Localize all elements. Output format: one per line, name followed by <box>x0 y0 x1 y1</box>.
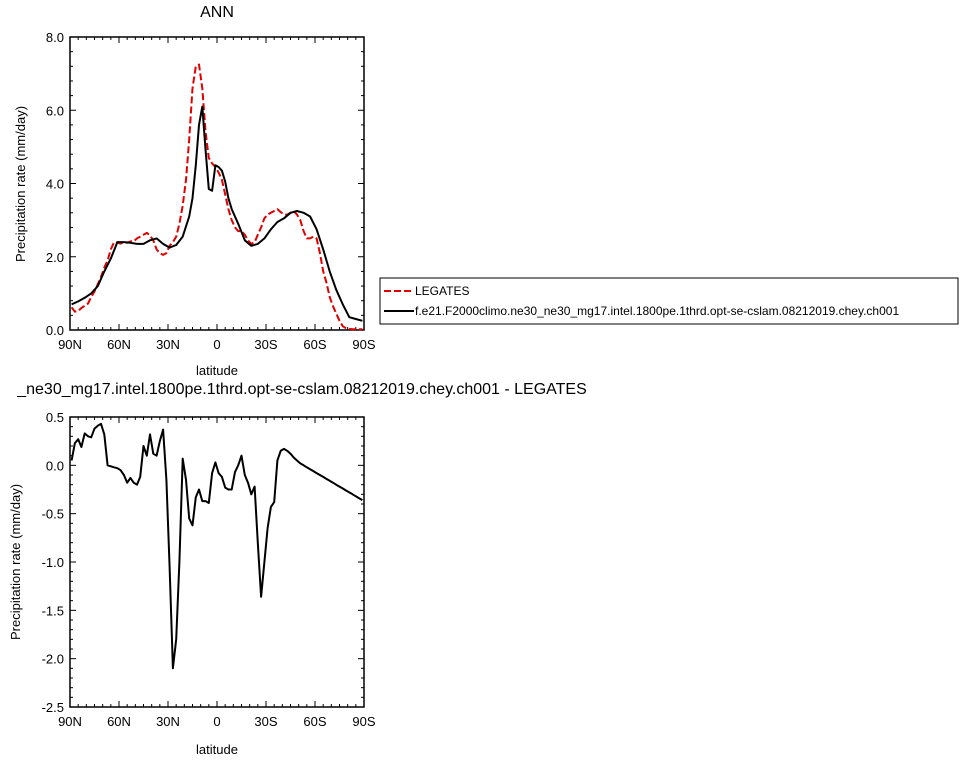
y-tick-label: 4.0 <box>46 177 64 192</box>
x-axis-label: latitude <box>196 742 238 757</box>
x-tick-label: 0 <box>213 714 220 729</box>
x-tick-label: 90N <box>58 337 82 352</box>
legend-box <box>379 277 959 325</box>
y-axis-ticks: -2.5 -2.0 -1.5 -1.0 -0.5 0.0 0.5 <box>42 410 364 715</box>
x-axis-ticks: 90N 60N 30N 0 30S 60S 90S <box>58 37 376 352</box>
y-tick-label: -0.5 <box>42 507 64 522</box>
x-tick-label: 90N <box>58 714 82 729</box>
chart-title: _ne30_mg17.intel.1800pe.1thrd.opt-se-csl… <box>16 381 587 398</box>
chart-title: ANN <box>200 4 234 21</box>
series-line-1 <box>71 105 363 322</box>
x-tick-label: 0 <box>213 337 220 352</box>
plot-frame <box>69 416 365 708</box>
y-tick-label: -2.0 <box>42 652 64 667</box>
y-tick-label: 0.5 <box>46 410 64 425</box>
x-tick-label: 30S <box>254 337 277 352</box>
y-axis-ticks: 0.0 2.0 4.0 6.0 8.0 <box>46 30 364 338</box>
y-axis-label: Precipitation rate (mm/day) <box>13 106 28 262</box>
y-tick-label: -1.5 <box>42 603 64 618</box>
x-tick-label: 90S <box>352 337 375 352</box>
x-tick-label: 60N <box>107 714 131 729</box>
x-tick-label: 60S <box>303 714 326 729</box>
y-tick-label: 2.0 <box>46 250 64 265</box>
x-axis-ticks: 90N 60N 30N 0 30S 60S 90S <box>58 417 376 729</box>
x-tick-label: 60N <box>107 337 131 352</box>
y-axis-label: Precipitation rate (mm/day) <box>8 484 23 640</box>
x-tick-label: 90S <box>352 714 375 729</box>
series-lines <box>70 63 363 331</box>
x-tick-label: 30N <box>156 714 180 729</box>
y-tick-label: 8.0 <box>46 30 64 45</box>
series-line-0 <box>70 422 363 670</box>
series-lines <box>70 422 363 670</box>
difference-chart: _ne30_mg17.intel.1800pe.1thrd.opt-se-csl… <box>8 381 587 757</box>
x-tick-label: 30N <box>156 337 180 352</box>
x-axis-label: latitude <box>196 363 238 378</box>
legend: LEGATES f.e21.F2000climo.ne30_ne30_mg17.… <box>379 277 959 325</box>
y-tick-label: 0.0 <box>46 458 64 473</box>
y-tick-label: 6.0 <box>46 103 64 118</box>
y-tick-label: -2.5 <box>42 700 64 715</box>
x-tick-label: 60S <box>303 337 326 352</box>
y-tick-label: 0.0 <box>46 323 64 338</box>
series-line-0 <box>70 63 363 331</box>
x-tick-label: 30S <box>254 714 277 729</box>
mean-precipitation-chart: ANN 0.02.04.06.08.0 90N 60N 30N 0 30S 60S 90S … <box>13 4 959 378</box>
y-tick-label: -1.0 <box>42 555 64 570</box>
legend-entry-legates: LEGATES <box>415 284 469 298</box>
plot-frame <box>69 36 365 331</box>
legend-entry-model: f.e21.F2000climo.ne30_ne30_mg17.intel.18… <box>415 304 899 318</box>
